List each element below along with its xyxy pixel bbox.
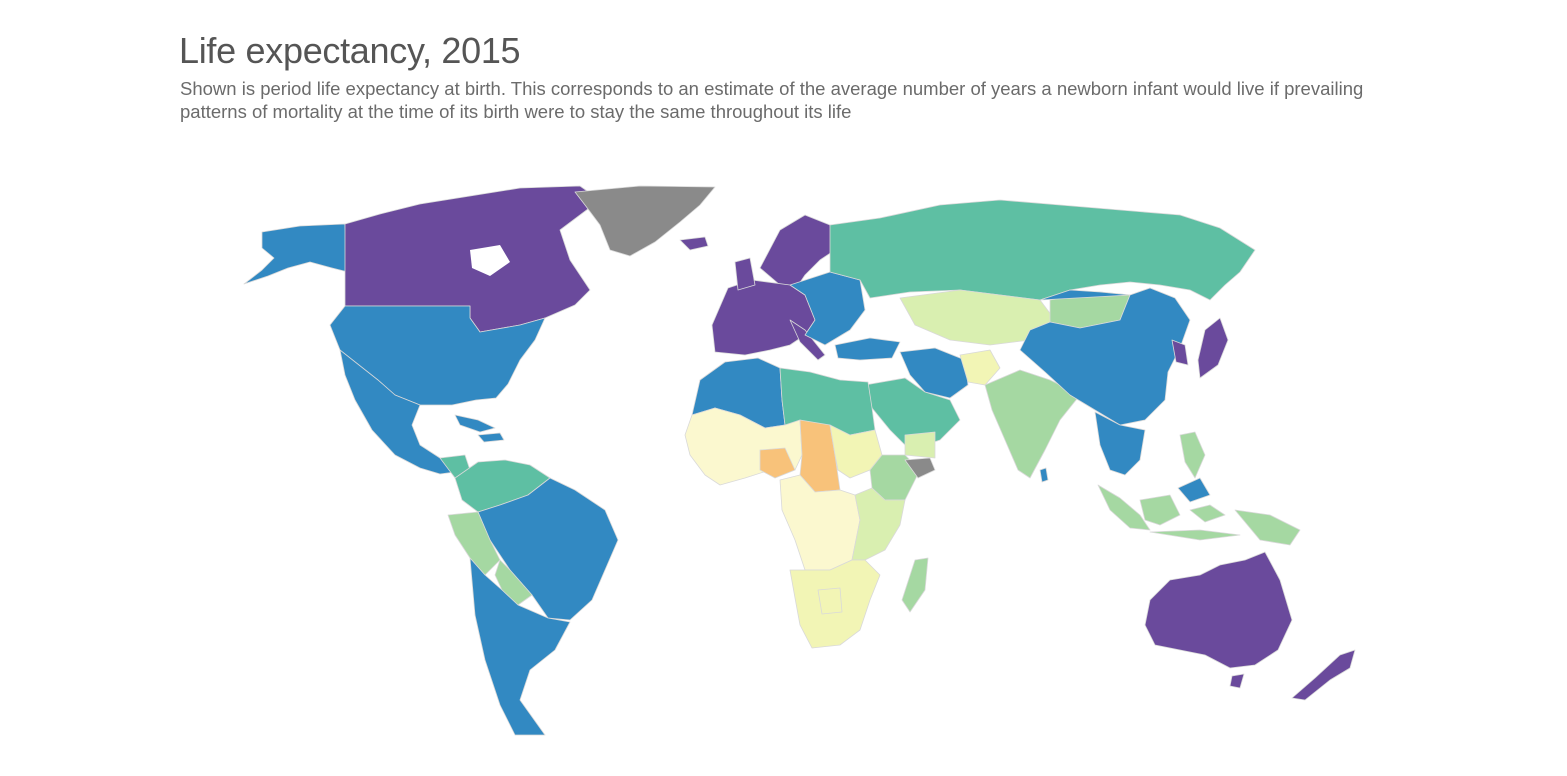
region-nigeria[interactable] [759, 447, 796, 479]
region-south-asia[interactable] [984, 369, 1081, 479]
region-alaska[interactable] [243, 223, 349, 285]
region-uk[interactable] [734, 257, 756, 291]
region-korea[interactable] [1171, 339, 1189, 366]
region-madagascar[interactable] [901, 557, 929, 613]
region-hispaniola[interactable] [477, 432, 505, 443]
region-malaysia[interactable] [1177, 477, 1211, 503]
region-china[interactable] [1019, 287, 1191, 426]
region-philippines[interactable] [1179, 431, 1206, 479]
region-japan[interactable] [1197, 317, 1229, 379]
region-russia[interactable] [829, 199, 1256, 301]
region-new-zealand[interactable] [1291, 649, 1356, 701]
region-turkey[interactable] [834, 337, 901, 361]
region-greenland[interactable] [574, 185, 716, 257]
region-argentina-chile[interactable] [469, 557, 571, 736]
region-australia[interactable] [1144, 551, 1293, 669]
map-title: Life expectancy, 2015 [179, 30, 521, 71]
region-peru[interactable] [447, 511, 501, 576]
region-iran[interactable] [899, 347, 969, 399]
region-tasmania[interactable] [1229, 673, 1245, 689]
region-caribbean[interactable] [454, 414, 496, 433]
region-east-africa[interactable] [851, 487, 906, 561]
region-sri-lanka[interactable] [1039, 467, 1049, 483]
region-somalia[interactable] [904, 457, 936, 479]
region-indonesia[interactable] [1097, 484, 1241, 541]
region-arabia[interactable] [864, 377, 961, 451]
region-png[interactable] [1234, 509, 1301, 546]
region-iceland[interactable] [679, 236, 709, 251]
map-subtitle: Shown is period life expectancy at birth… [180, 78, 1364, 122]
region-horn[interactable] [904, 431, 936, 459]
region-botswana[interactable] [817, 587, 843, 615]
region-southeast-asia[interactable] [1094, 411, 1146, 476]
region-afghanistan[interactable] [959, 349, 1001, 386]
region-italy[interactable] [789, 319, 826, 361]
region-western-europe[interactable] [711, 279, 816, 356]
